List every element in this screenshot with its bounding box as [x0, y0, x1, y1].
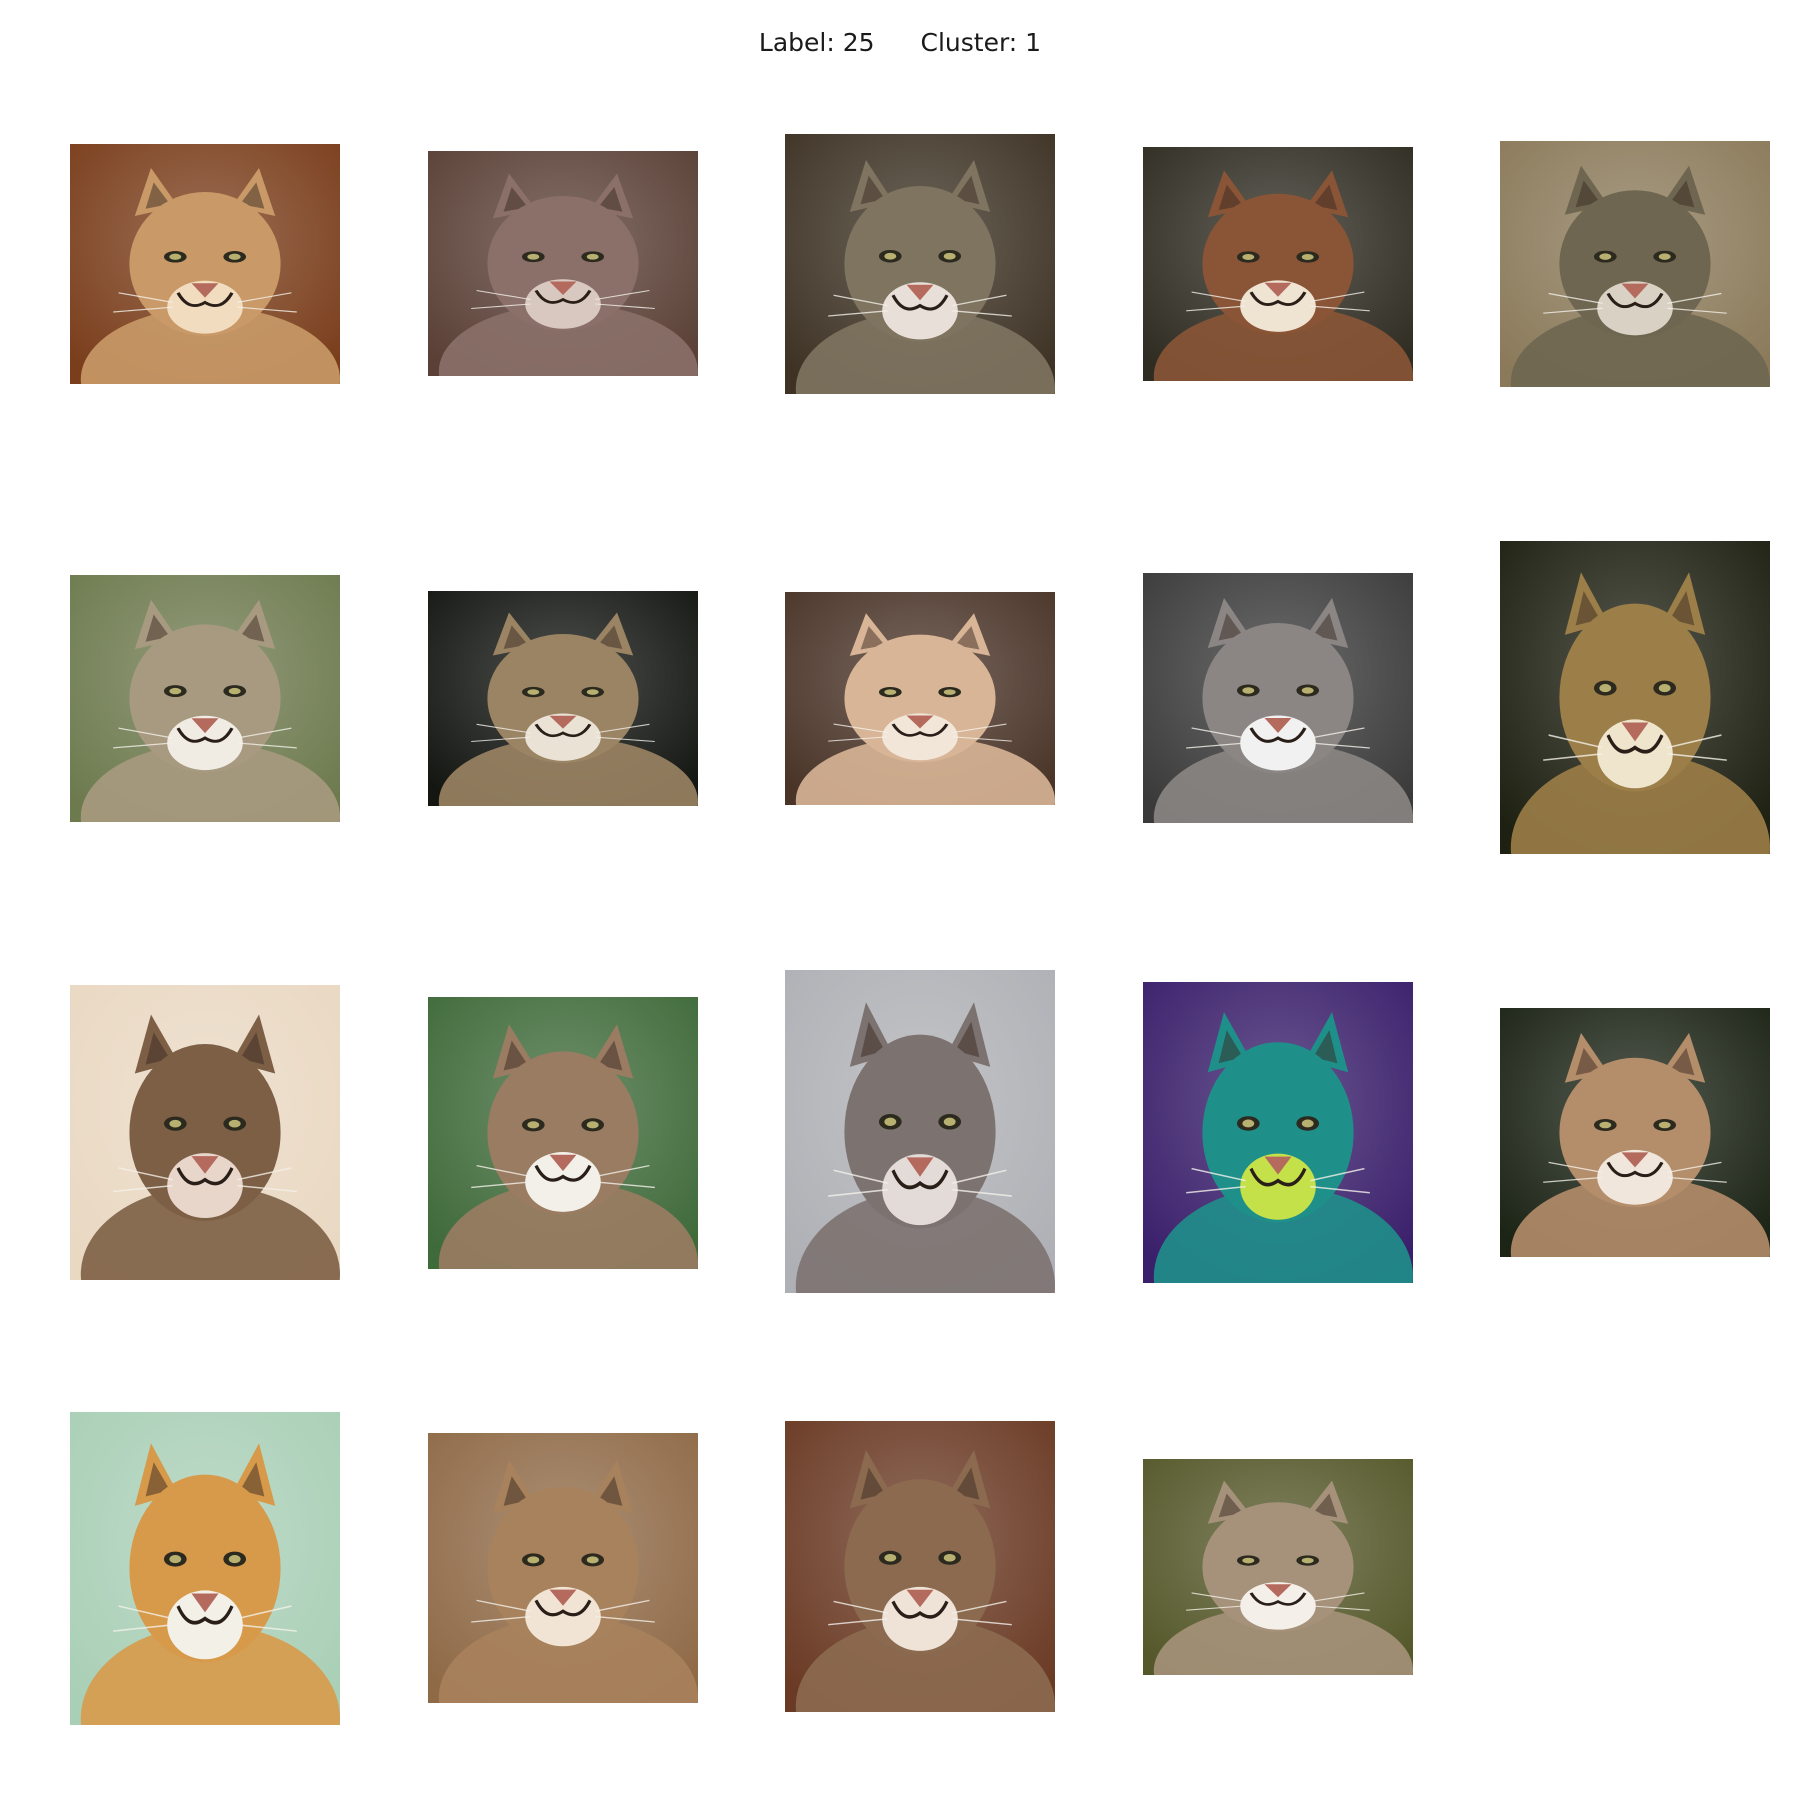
cougar-image — [1500, 1008, 1770, 1257]
cougar-image — [428, 1433, 698, 1703]
cougar-image — [1143, 1459, 1413, 1675]
cougar-image — [785, 1421, 1055, 1712]
cougar-image — [428, 997, 698, 1269]
label-text: Label: 25 — [758, 28, 875, 57]
cluster-text: Cluster: 1 — [920, 28, 1042, 57]
cougar-image — [1143, 573, 1413, 823]
cougar-image — [1500, 541, 1770, 854]
cougar-image — [785, 592, 1055, 805]
cougar-image — [785, 970, 1055, 1293]
cougar-image — [428, 151, 698, 376]
cougar-image — [1143, 147, 1413, 381]
cougar-image — [70, 575, 340, 822]
cougar-image — [428, 591, 698, 806]
cougar-image — [70, 1412, 340, 1725]
cougar-image — [70, 985, 340, 1280]
cougar-image — [785, 134, 1055, 394]
figure-title: Label: 25 Cluster: 1 — [0, 28, 1800, 57]
cougar-image — [70, 144, 340, 384]
cougar-image — [1143, 982, 1413, 1283]
cougar-image — [1500, 141, 1770, 387]
